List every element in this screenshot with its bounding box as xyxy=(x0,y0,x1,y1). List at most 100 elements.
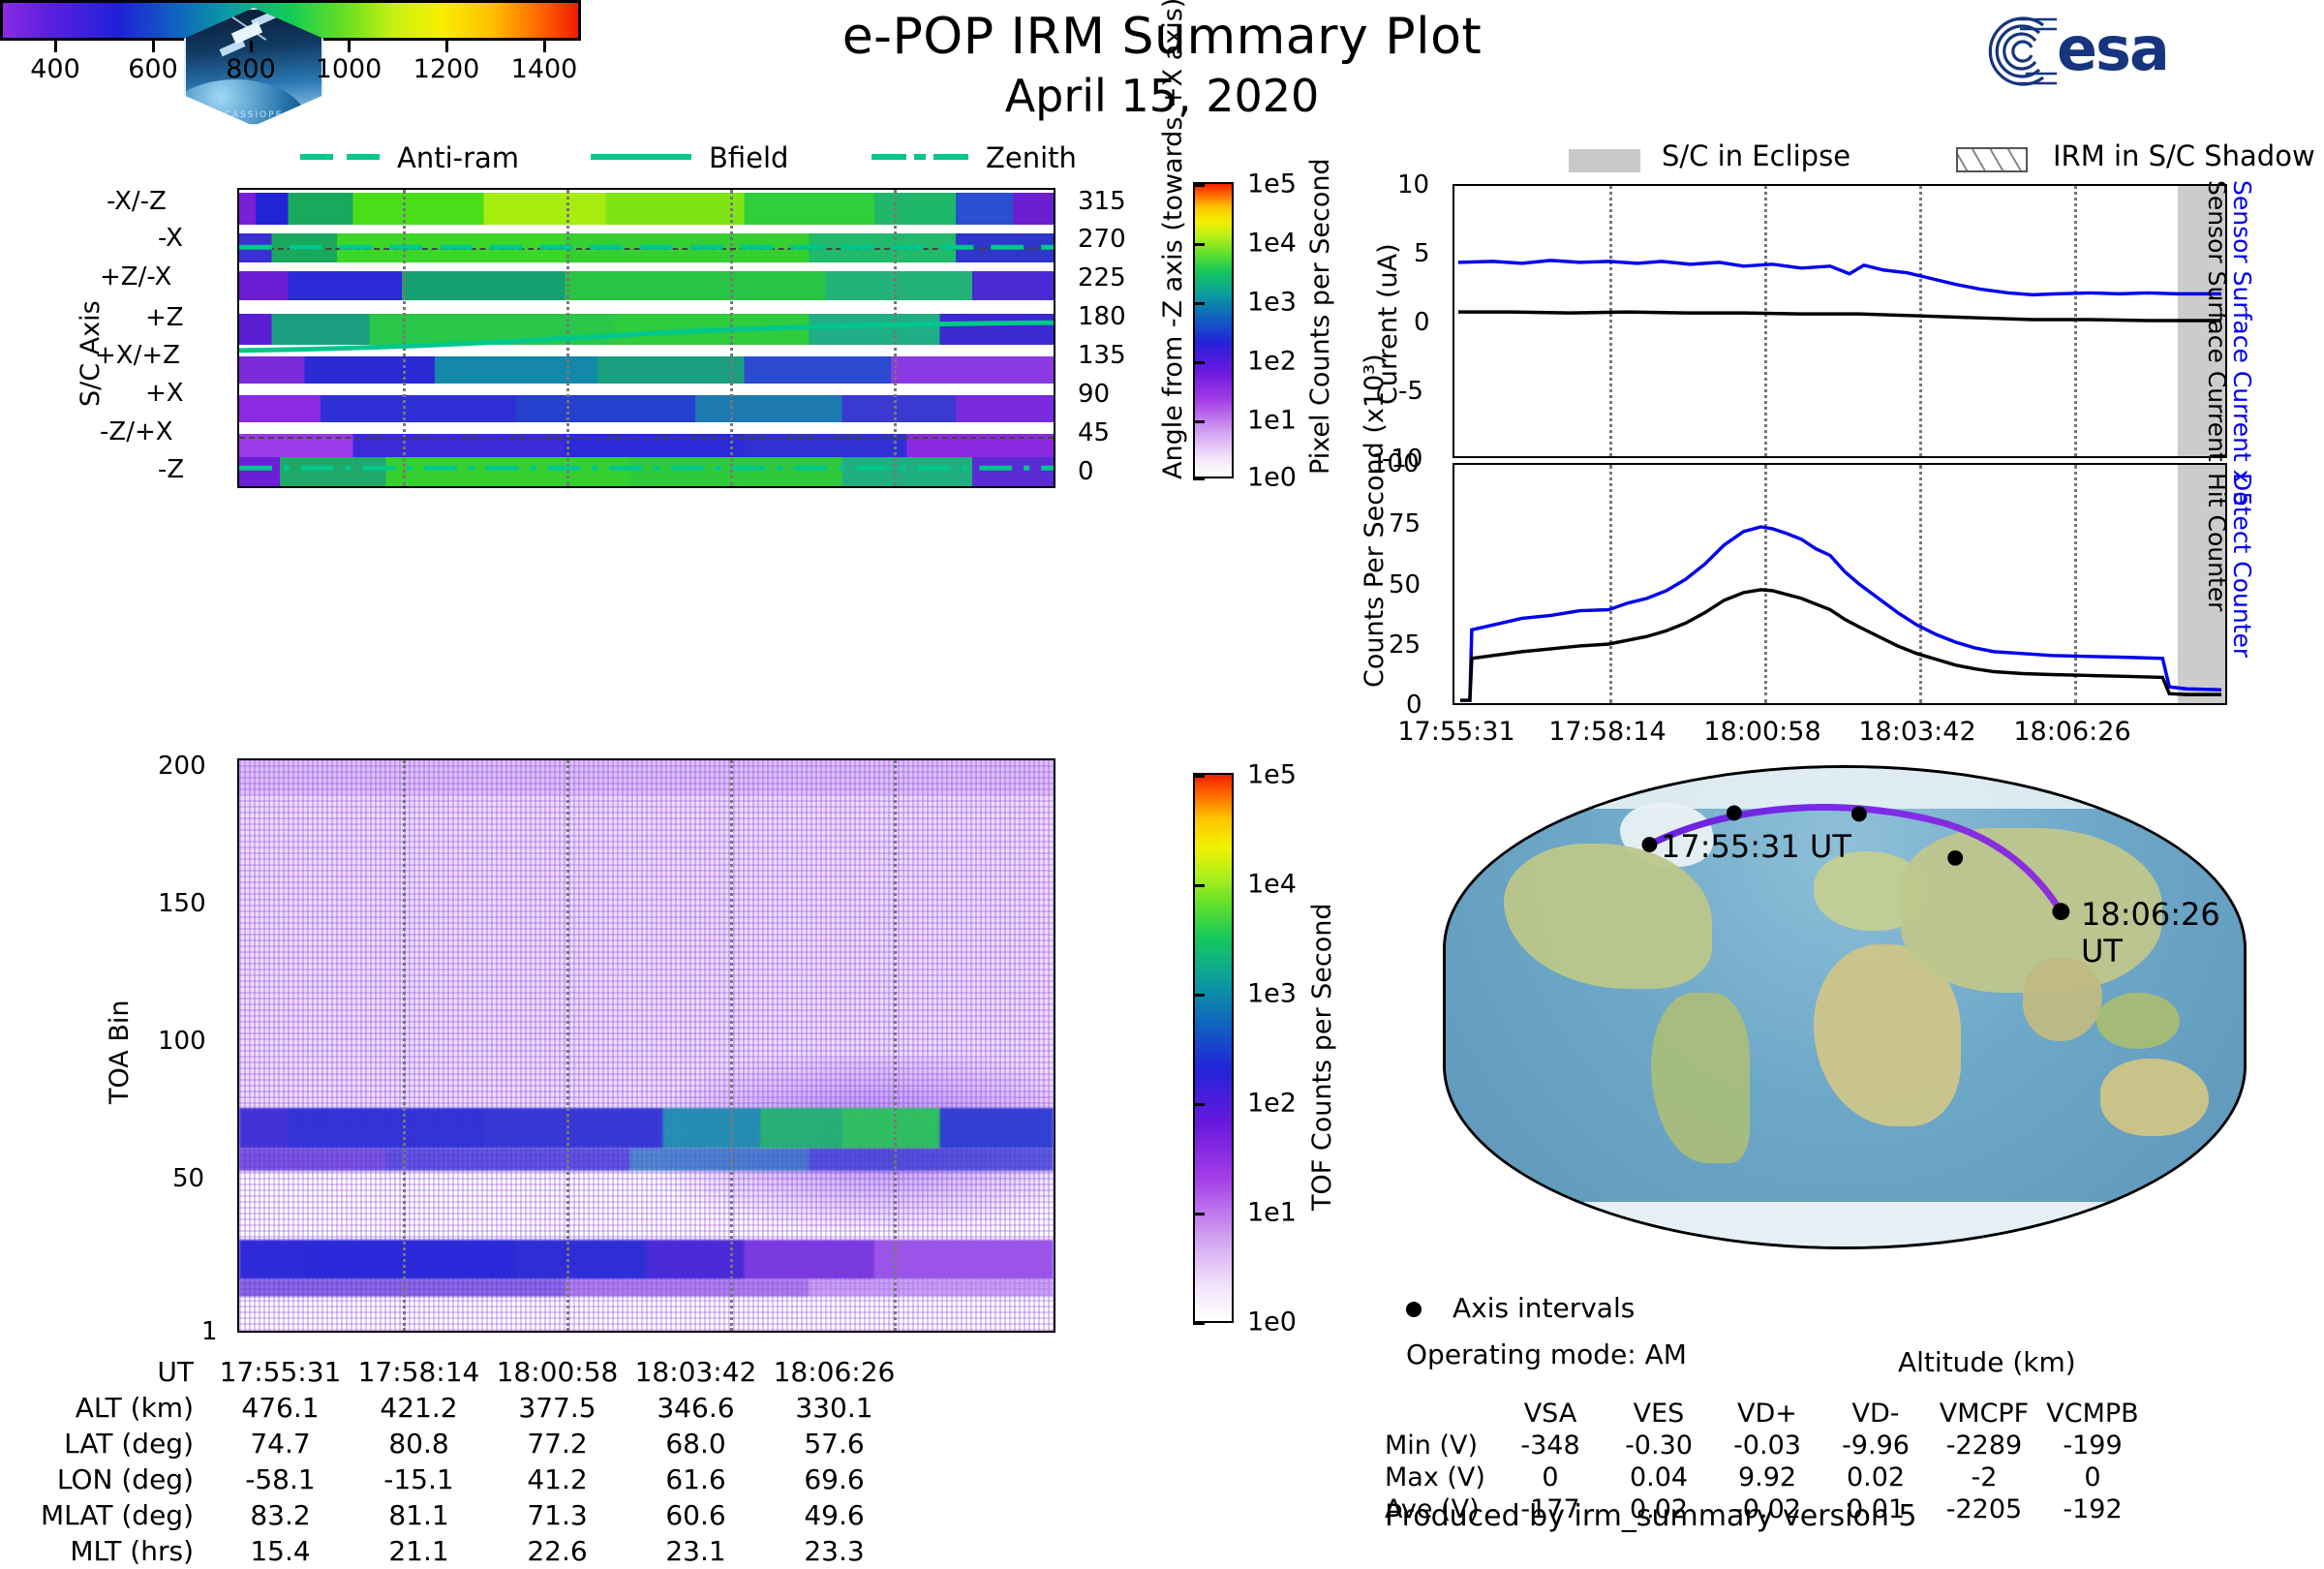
counts-xtick: 18:00:58 xyxy=(1703,717,1821,747)
page-title: e-POP IRM Summary Plot xyxy=(841,8,1483,66)
cell: 377.5 xyxy=(518,1392,596,1424)
altitude-tick: 1200 xyxy=(413,54,480,84)
counts-ylabel-line1: Counts Per Second (x10³) xyxy=(1360,354,1390,688)
toa-band-low-2 xyxy=(239,1278,1054,1297)
row-label: Max (V) xyxy=(1385,1462,1485,1492)
colorbar-tick: 1e4 xyxy=(1247,869,1297,900)
cell: 22.6 xyxy=(527,1535,588,1567)
table-row: ALT (km) 476.1 421.2 377.5 346.6 330.1 xyxy=(10,1390,903,1426)
colorbar-tick: 1e4 xyxy=(1247,228,1297,259)
counts-ytick: 0 xyxy=(1406,691,1422,720)
toa-ytick: 1 xyxy=(201,1317,218,1346)
legend-label-bfield: Bfield xyxy=(709,141,789,174)
row-label: LON (deg) xyxy=(56,1463,194,1495)
row-label: ALT (km) xyxy=(75,1392,194,1424)
cell: 49.6 xyxy=(804,1499,865,1531)
angle-ytick: 270 xyxy=(1078,225,1126,254)
column-header: VCMPB xyxy=(2046,1399,2139,1429)
toa-band-low xyxy=(239,1239,1054,1279)
operating-mode-label: Operating mode: AM xyxy=(1406,1338,1687,1370)
cell: 18:06:26 xyxy=(773,1356,896,1388)
toa-ytick: 150 xyxy=(158,889,206,918)
current-trace-blue xyxy=(1457,259,2222,297)
colorbar-tick: 1e0 xyxy=(1247,1307,1297,1338)
tof-counts-colorbar: 1e5 1e4 1e3 1e2 1e1 1e0 xyxy=(1193,760,1297,1338)
gridline xyxy=(1919,186,1922,456)
toa-ylabel: TOA Bin xyxy=(105,1000,135,1104)
angle-ytick: 180 xyxy=(1078,302,1126,331)
cell: 23.3 xyxy=(804,1535,865,1567)
landmass-asia xyxy=(1901,828,2162,993)
gridline xyxy=(403,760,406,1331)
sc-axis-ytick: +X/+Z xyxy=(95,341,180,370)
counts-plot xyxy=(1452,463,2227,705)
column-header: VD- xyxy=(1851,1399,1900,1429)
sc-axis-ytick: +X xyxy=(145,379,184,408)
cassiope-mission-patch-icon: CASSIOPE xyxy=(184,8,323,126)
sc-axis-ytick: -X xyxy=(158,224,183,253)
sc-axis-ytick: -X/-Z xyxy=(107,187,167,216)
ephemeris-table: UT 17:55:31 17:58:14 18:00:58 18:03:42 1… xyxy=(10,1354,903,1569)
gridline xyxy=(730,760,733,1331)
sc-axis-spectrogram xyxy=(237,188,1055,488)
toa-band-mid xyxy=(239,1108,1054,1149)
cell: 0.02 xyxy=(1629,1494,1689,1524)
current-ytick: -10 xyxy=(1382,445,1423,474)
legend-label-zenith: Zenith xyxy=(986,141,1077,174)
map-end-label: 18:06:26 UT xyxy=(2081,896,2220,969)
cell: 9.92 xyxy=(1737,1462,1797,1492)
eclipse-swatch xyxy=(1569,149,1640,172)
cell: -58.1 xyxy=(245,1463,316,1495)
cell: -15.1 xyxy=(383,1463,454,1495)
cell: 421.2 xyxy=(380,1392,458,1424)
sc-axis-ytick: +Z/-X xyxy=(100,262,172,292)
cell: 476.1 xyxy=(241,1392,320,1424)
angle-ytick: 315 xyxy=(1078,187,1126,216)
bfield-line xyxy=(591,154,691,160)
counts-trace-black xyxy=(1459,588,2222,702)
arctic-ice xyxy=(1446,768,2244,809)
sc-axis-ytick: -Z/+X xyxy=(100,417,173,446)
table-header-row: VSA VES VD+ VD- VMCPF VCMPB xyxy=(1385,1398,2147,1430)
shadow-swatch-icon xyxy=(1956,147,2028,172)
counts-ytick: 75 xyxy=(1389,509,1422,538)
gridline xyxy=(2074,465,2077,703)
altitude-tick: 800 xyxy=(226,54,276,84)
colorbar-tick: 1e5 xyxy=(1247,759,1297,790)
colorbar-tick: 1e1 xyxy=(1247,405,1297,436)
toa-ytick: 200 xyxy=(158,752,206,781)
cell: 77.2 xyxy=(527,1428,588,1460)
counts-right-label-blue: Detect Counter xyxy=(2228,473,2256,659)
cell: 61.6 xyxy=(665,1463,726,1495)
orbit-track xyxy=(1645,804,2064,915)
column-header: VD+ xyxy=(1737,1399,1797,1429)
cell: 0 xyxy=(2084,1462,2101,1492)
cell: -177 xyxy=(1520,1494,1580,1524)
axis-intervals-label: Axis intervals xyxy=(1452,1292,1636,1324)
cell: -192 xyxy=(2063,1494,2123,1524)
eclipse-region xyxy=(2178,465,2225,703)
table-row: LAT (deg) 74.7 80.8 77.2 68.0 57.6 xyxy=(10,1426,903,1461)
colorbar-tick: 1e5 xyxy=(1247,169,1297,200)
cell: 0.04 xyxy=(1629,1462,1689,1492)
toa-band-mid-2 xyxy=(239,1148,1054,1172)
cell: 15.4 xyxy=(250,1535,311,1567)
voltage-table: VSA VES VD+ VD- VMCPF VCMPB Min (V) -348… xyxy=(1385,1398,2147,1525)
antarctic-ice xyxy=(1446,1202,2244,1246)
corner-cell xyxy=(1385,1398,1496,1430)
toa-ytick: 100 xyxy=(158,1027,206,1056)
legend-label-shadow: IRM in S/C Shadow xyxy=(2053,139,2315,172)
pixel-counts-colorbar: 1e5 1e4 1e3 1e2 1e1 1e0 xyxy=(1193,169,1297,493)
row-label: UT xyxy=(157,1356,194,1388)
gridline xyxy=(1919,465,1922,703)
cell: -2 xyxy=(1971,1462,1998,1492)
colorbar-tick: 1e2 xyxy=(1247,346,1297,377)
axis-interval-markers xyxy=(1641,805,2070,921)
anti-ram-dash-2 xyxy=(347,154,380,160)
gridline xyxy=(1609,465,1612,703)
cell: 0.02 xyxy=(1846,1462,1906,1492)
tof-colorbar-label: TOF Counts per Second xyxy=(1307,903,1337,1212)
anti-ram-dash-1 xyxy=(300,154,333,160)
cell: 21.1 xyxy=(388,1535,449,1567)
colorbar-tick: 1e2 xyxy=(1247,1088,1297,1119)
